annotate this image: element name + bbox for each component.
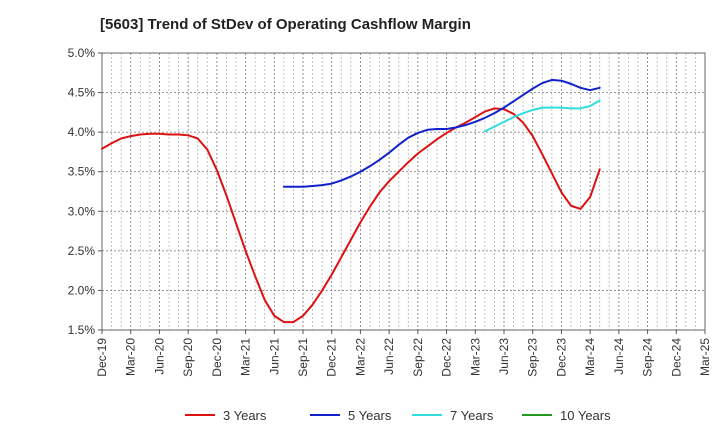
y-tick-label: 2.5% (68, 244, 96, 258)
x-tick-label: Dec-23 (554, 338, 568, 377)
x-tick-label: Mar-21 (239, 338, 253, 376)
legend-label: 7 Years (450, 408, 494, 423)
x-tick-label: Mar-23 (468, 338, 482, 376)
x-tick-label: Sep-22 (411, 338, 425, 377)
plot-area (102, 53, 705, 330)
legend-label: 10 Years (560, 408, 611, 423)
legend-label: 5 Years (348, 408, 392, 423)
x-tick-label: Sep-21 (296, 338, 310, 377)
x-tick-label: Sep-20 (181, 338, 195, 377)
plot-border (101, 52, 706, 331)
y-tick-label: 5.0% (68, 46, 96, 60)
x-tick-label: Dec-24 (669, 338, 683, 377)
x-tick-label: Jun-21 (267, 338, 281, 375)
x-tick-label: Jun-23 (497, 338, 511, 375)
x-tick-label: Jun-24 (612, 338, 626, 375)
series-line-5-years (282, 78, 601, 188)
x-tick-label: Jun-22 (382, 338, 396, 375)
x-tick-label: Sep-24 (641, 338, 655, 377)
x-tick-label: Dec-19 (95, 338, 109, 377)
x-tick-label: Mar-20 (124, 338, 138, 376)
y-tick-label: 2.0% (68, 283, 96, 297)
x-tick-label: Dec-22 (440, 338, 454, 377)
x-tick-label: Mar-25 (698, 338, 712, 376)
chart-title: [5603] Trend of StDev of Operating Cashf… (100, 16, 471, 33)
x-tick-label: Jun-20 (152, 338, 166, 375)
x-tick-label: Sep-23 (526, 338, 540, 377)
y-tick-label: 3.5% (68, 165, 96, 179)
x-tick-label: Mar-24 (583, 338, 597, 376)
series-line-7-years (483, 99, 601, 133)
x-tick-label: Dec-20 (210, 338, 224, 377)
y-tick-label: 4.5% (68, 86, 96, 100)
y-tick-label: 4.0% (68, 125, 96, 139)
y-tick-label: 3.0% (68, 204, 96, 218)
x-tick-label: Mar-22 (353, 338, 367, 376)
x-tick-label: Dec-21 (325, 338, 339, 377)
legend-label: 3 Years (223, 408, 267, 423)
y-tick-label: 1.5% (68, 323, 96, 337)
